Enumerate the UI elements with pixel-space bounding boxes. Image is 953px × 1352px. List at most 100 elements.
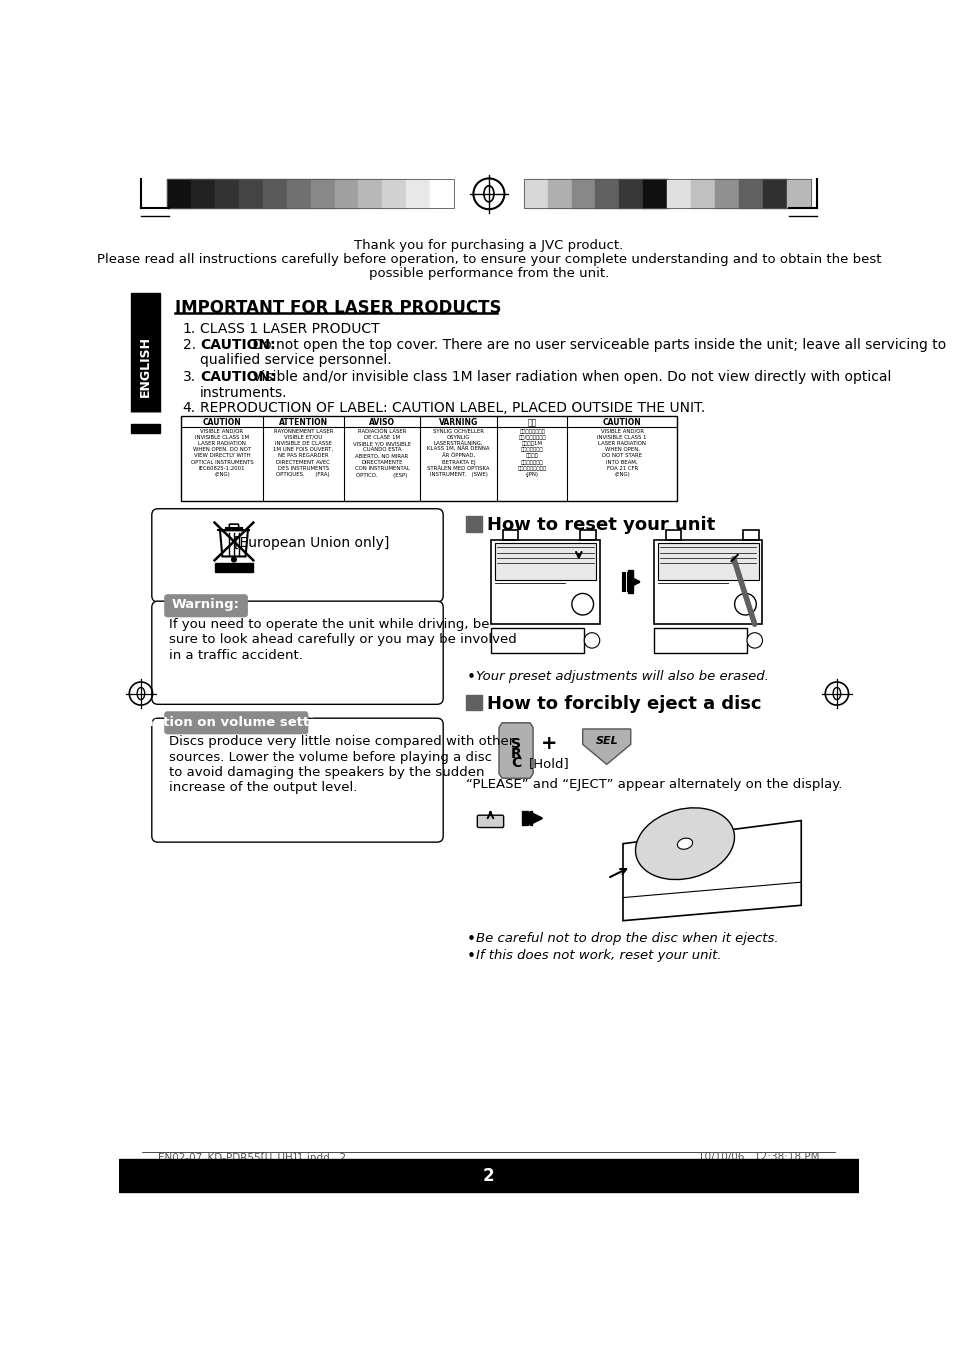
Text: +: + — [540, 734, 558, 753]
Text: Thank you for purchasing a JVC product.: Thank you for purchasing a JVC product. — [354, 239, 623, 253]
Bar — [358, 180, 382, 208]
Text: CAUTION: CAUTION — [202, 418, 241, 427]
Text: Discs produce very little noise compared with other: Discs produce very little noise compared… — [169, 735, 514, 748]
Text: [Hold]: [Hold] — [529, 757, 569, 771]
Text: •: • — [466, 949, 475, 964]
Text: in a traffic accident.: in a traffic accident. — [169, 649, 302, 662]
Bar — [335, 180, 358, 208]
Text: •: • — [466, 671, 475, 685]
FancyBboxPatch shape — [164, 711, 308, 734]
Text: CAUTION:: CAUTION: — [199, 338, 275, 352]
Text: RAYONNEMENT LASER
VISIBLE ET/OU
INVISIBLE DE CLASSE
1M UNE FOIS OUVERT,
NE PAS R: RAYONNEMENT LASER VISIBLE ET/OU INVISIBL… — [273, 429, 333, 477]
Text: ここを開くと可視
及び/または不可視
のクラス1M
レーザー射光が
出ます。
光学機器で直接
見ないでください。
(JPN): ここを開くと可視 及び/または不可視 のクラス1M レーザー射光が 出ます。 光… — [517, 429, 546, 477]
Text: Your preset adjustments will also be erased.: Your preset adjustments will also be era… — [476, 671, 768, 684]
Text: VISIBLE AND/OR
INVISIBLE CLASS 1
LASER RADIATION
WHEN OPEN,
DO NOT STARE
INTO BE: VISIBLE AND/OR INVISIBLE CLASS 1 LASER R… — [597, 429, 646, 477]
Polygon shape — [530, 811, 532, 825]
Bar — [690, 180, 715, 208]
Text: ATTENTION: ATTENTION — [278, 418, 328, 427]
Circle shape — [232, 557, 236, 562]
Bar — [311, 180, 335, 208]
Bar — [738, 180, 762, 208]
Ellipse shape — [635, 807, 734, 880]
Polygon shape — [582, 729, 630, 764]
Text: possible performance from the unit.: possible performance from the unit. — [369, 266, 608, 280]
Bar — [595, 180, 619, 208]
FancyBboxPatch shape — [152, 718, 443, 842]
Text: Visible and/or invisible class 1M laser radiation when open. Do not view directl: Visible and/or invisible class 1M laser … — [248, 370, 890, 384]
Text: REPRODUCTION OF LABEL: CAUTION LABEL, PLACED OUTSIDE THE UNIT.: REPRODUCTION OF LABEL: CAUTION LABEL, PL… — [199, 402, 704, 415]
Polygon shape — [628, 571, 633, 594]
Bar — [523, 180, 548, 208]
FancyBboxPatch shape — [127, 412, 164, 439]
Text: Warning:: Warning: — [172, 599, 240, 611]
Polygon shape — [521, 811, 524, 825]
Text: to avoid damaging the speakers by the sudden: to avoid damaging the speakers by the su… — [169, 767, 484, 779]
Text: CAUTION: CAUTION — [602, 418, 641, 427]
Polygon shape — [498, 723, 533, 779]
Ellipse shape — [677, 838, 692, 849]
Text: SYNLIG OCH/ELLER
OSYNLIG
LASERSTRÅLNING,
KLASS 1M, NÄR DENNA
ÄR ÖPPNAD,
BETRAKTA: SYNLIG OCH/ELLER OSYNLIG LASERSTRÅLNING,… — [427, 429, 490, 477]
Bar — [466, 516, 481, 531]
Bar — [523, 180, 810, 208]
Bar — [666, 180, 691, 208]
Bar — [167, 180, 192, 208]
Text: 2.: 2. — [183, 338, 195, 352]
Bar — [239, 180, 263, 208]
Text: If you need to operate the unit while driving, be: If you need to operate the unit while dr… — [169, 618, 489, 631]
Bar — [491, 539, 599, 625]
Bar — [491, 629, 583, 653]
Bar — [658, 544, 758, 580]
Bar — [406, 180, 430, 208]
Circle shape — [571, 594, 593, 615]
Text: VARNING: VARNING — [438, 418, 477, 427]
Bar — [495, 544, 596, 580]
Bar — [430, 180, 454, 208]
Text: CAUTION:: CAUTION: — [199, 370, 275, 384]
Text: If this does not work, reset your unit.: If this does not work, reset your unit. — [476, 949, 720, 963]
FancyBboxPatch shape — [476, 815, 503, 827]
Bar — [642, 180, 667, 208]
Text: S: S — [511, 737, 520, 752]
Text: EN02-07_KD-PDR55[U_UH]1.indd   2: EN02-07_KD-PDR55[U_UH]1.indd 2 — [158, 1152, 346, 1163]
Bar — [762, 180, 786, 208]
Text: [European Union only]: [European Union only] — [233, 537, 389, 550]
Bar — [287, 180, 311, 208]
Polygon shape — [622, 821, 801, 921]
Text: instruments.: instruments. — [199, 385, 287, 400]
Text: Be careful not to drop the disc when it ejects.: Be careful not to drop the disc when it … — [476, 933, 778, 945]
Circle shape — [746, 633, 761, 648]
Text: 3.: 3. — [183, 370, 195, 384]
Text: •: • — [466, 933, 475, 948]
Bar — [654, 629, 746, 653]
Bar — [214, 180, 239, 208]
Text: 10/10/06   12:38:18 PM: 10/10/06 12:38:18 PM — [698, 1152, 819, 1163]
Text: Do not open the top cover. There are no user serviceable parts inside the unit; : Do not open the top cover. There are no … — [248, 338, 945, 352]
Bar — [214, 562, 253, 572]
Bar — [167, 180, 454, 208]
Text: SEL: SEL — [595, 737, 618, 746]
FancyBboxPatch shape — [164, 595, 248, 618]
Bar — [618, 180, 643, 208]
Bar — [547, 180, 572, 208]
Bar — [466, 695, 481, 711]
Text: sources. Lower the volume before playing a disc: sources. Lower the volume before playing… — [169, 750, 492, 764]
Text: 2: 2 — [482, 1167, 495, 1184]
Text: C: C — [511, 756, 520, 769]
Bar — [181, 416, 677, 502]
Text: Caution on volume setting:: Caution on volume setting: — [134, 715, 337, 729]
Bar — [654, 539, 761, 625]
Text: R: R — [510, 746, 521, 761]
Bar — [119, 1160, 858, 1191]
Text: “PLEASE” and “EJECT” appear alternately on the display.: “PLEASE” and “EJECT” appear alternately … — [466, 779, 841, 791]
Text: How to reset your unit: How to reset your unit — [486, 516, 714, 534]
Text: increase of the output level.: increase of the output level. — [169, 781, 356, 795]
Bar — [263, 180, 287, 208]
Bar — [786, 180, 810, 208]
Bar — [714, 180, 739, 208]
Text: IMPORTANT FOR LASER PRODUCTS: IMPORTANT FOR LASER PRODUCTS — [174, 299, 501, 318]
Circle shape — [734, 594, 756, 615]
Bar — [382, 180, 406, 208]
FancyBboxPatch shape — [152, 508, 443, 602]
Text: CLASS 1 LASER PRODUCT: CLASS 1 LASER PRODUCT — [199, 322, 379, 337]
Text: sure to look ahead carefully or you may be involved: sure to look ahead carefully or you may … — [169, 634, 517, 646]
